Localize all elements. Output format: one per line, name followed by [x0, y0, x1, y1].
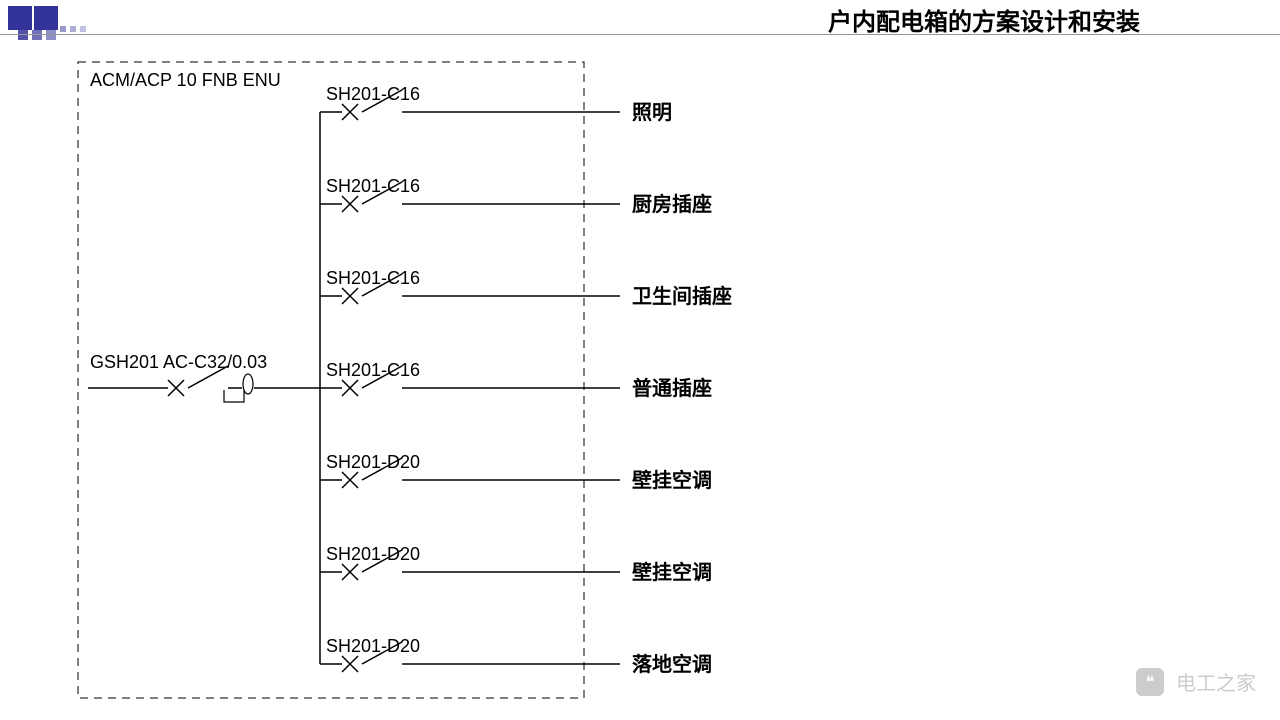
circuit-label: 普通插座 — [632, 376, 712, 400]
branch-breaker-model: SH201-D20 — [326, 544, 420, 564]
branch-breaker-model: SH201-D20 — [326, 636, 420, 656]
watermark: ❝ 电工之家 — [1136, 667, 1256, 696]
branch-breaker-model: SH201-C16 — [326, 176, 420, 196]
wiring-diagram: ACM/ACP 10 FNB ENU GSH201 AC-C32/0.03 SH20… — [0, 0, 1280, 720]
circuit-label: 壁挂空调 — [632, 560, 712, 584]
wechat-icon: ❝ — [1136, 668, 1164, 696]
circuit-label: 卫生间插座 — [632, 284, 732, 308]
circuit-label: 厨房插座 — [632, 192, 712, 216]
circuit-label: 壁挂空调 — [632, 468, 712, 492]
branch-breaker-model: SH201-C16 — [326, 268, 420, 288]
branch-breaker-model: SH201-C16 — [326, 84, 420, 104]
circuit-label: 落地空调 — [632, 652, 712, 676]
branch-breaker-model: SH201-C16 — [326, 360, 420, 380]
branch-breaker-model: SH201-D20 — [326, 452, 420, 472]
main-breaker-model: GSH201 AC-C32/0.03 — [90, 352, 267, 372]
box-model-label: ACM/ACP 10 FNB ENU — [90, 70, 281, 90]
distribution-box-outline — [78, 62, 584, 698]
circuit-label: 照明 — [632, 101, 672, 124]
watermark-text: 电工之家 — [1176, 667, 1256, 696]
